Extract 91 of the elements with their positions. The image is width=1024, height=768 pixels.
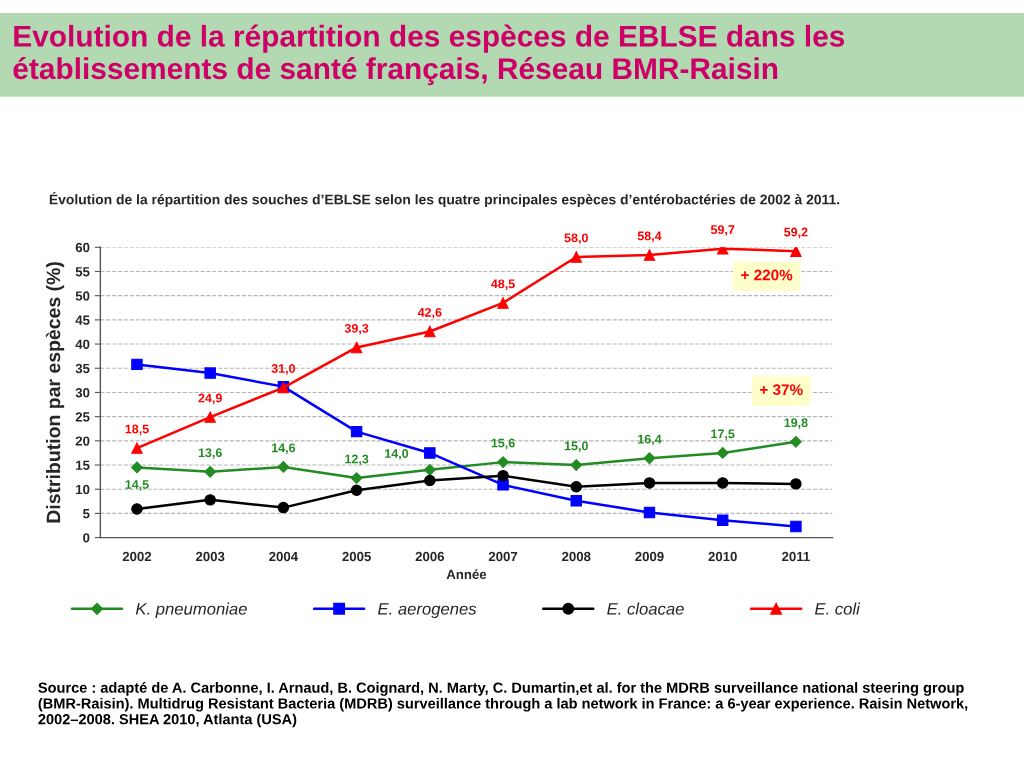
point (497, 456, 509, 469)
y-tick-label: 15 (76, 460, 90, 470)
data-label: 13,6 (198, 448, 222, 459)
point (350, 472, 363, 485)
data-label: 59,2 (784, 227, 808, 239)
data-label: 14,0 (385, 449, 409, 460)
x-tick-label: 2004 (269, 551, 298, 562)
y-tick-label: 20 (75, 436, 90, 446)
data-label: 14,5 (125, 480, 149, 491)
data-label: 48,5 (491, 279, 515, 291)
data-label: 14,6 (272, 443, 296, 455)
chart-subtitle: Évolution de la répartition des souches d’EBLSE selon les quatre principales espèces d’entérobactéries de 2002 à 2011. (49, 191, 840, 208)
point (643, 506, 656, 519)
point (350, 425, 363, 438)
point (424, 474, 436, 487)
y-tick-label: 5 (83, 509, 90, 519)
point (643, 477, 656, 489)
y-tick-label: 45 (75, 315, 90, 325)
legend-label: K. pneumoniae (135, 602, 247, 619)
data-label: 17,5 (711, 429, 735, 441)
point (716, 514, 729, 526)
point (716, 447, 729, 459)
data-label: 24,9 (198, 393, 222, 405)
data-label: 18,5 (125, 424, 149, 436)
x-tick-label: 2007 (488, 551, 518, 562)
point (643, 249, 656, 261)
y-tick-label: 10 (76, 484, 90, 495)
point (497, 297, 509, 309)
x-axis-title: Année (446, 569, 487, 580)
point (790, 520, 802, 533)
y-tick-label: 40 (75, 339, 90, 349)
point (497, 469, 509, 482)
data-label: 39,3 (344, 323, 369, 335)
x-tick-label: 2006 (415, 551, 445, 562)
point (570, 251, 582, 263)
data-label: 58,4 (637, 231, 662, 243)
point (790, 247, 802, 257)
x-tick-label: 2011 (782, 551, 810, 562)
point (131, 461, 143, 474)
point (204, 367, 216, 379)
y-axis-title: Distribution par espèces (%) (45, 262, 65, 523)
data-label: 16,4 (638, 434, 662, 446)
x-tick-label: 2009 (635, 551, 664, 562)
legend-label: E. coli (814, 602, 861, 615)
point (790, 478, 802, 490)
point (424, 325, 436, 338)
point (131, 358, 143, 371)
data-label: 42,6 (417, 307, 442, 319)
x-tick-label: 2002 (122, 551, 152, 562)
legend-label: E. aerogenes (377, 603, 477, 619)
data-label: 31,0 (271, 364, 296, 375)
y-tick-label: 25 (75, 412, 90, 422)
x-tick-label: 2005 (342, 551, 371, 562)
point (570, 495, 582, 507)
point (131, 503, 143, 515)
point (424, 447, 436, 459)
y-tick-label: 30 (75, 388, 90, 398)
y-tick-label: 0 (83, 533, 90, 543)
y-tick-label: 50 (75, 291, 90, 301)
legend-label: E. cloacae (607, 602, 684, 615)
y-tick-label: 60 (75, 242, 90, 253)
data-label: 12,3 (345, 454, 369, 466)
point (350, 341, 363, 354)
y-tick-label: 55 (75, 267, 90, 277)
point (204, 494, 216, 506)
annotation: + 220% (741, 269, 793, 281)
y-tick-label: 35 (75, 363, 90, 374)
point (789, 435, 802, 448)
point (131, 442, 143, 454)
data-label: 19,8 (784, 418, 808, 429)
point (423, 463, 436, 476)
point (204, 465, 217, 478)
annotation: + 37% (760, 384, 803, 396)
x-tick-label: 2003 (195, 551, 225, 562)
data-label: 59,7 (710, 225, 735, 236)
point (716, 477, 729, 489)
point (643, 452, 656, 465)
data-label: 58,0 (564, 233, 588, 245)
x-tick-label: 2010 (708, 551, 737, 562)
data-label: 15,0 (564, 441, 588, 453)
source-note: Source : adapté de A. Carbonne, I. Arnaud, B. Coignard, N. Marty, C. Dumartin,et al. for the MDRB surveillance national steering group (BMR-Raisin). Multidrug Resistant Bacteria (MDRB) surveillance through a lab network in France: a 6-year experience. Raisin Network, 2002–2008. SHEA 2010, Atlanta (USA) (38, 681, 968, 728)
point (204, 411, 216, 423)
point (497, 479, 509, 491)
point (570, 459, 583, 471)
x-tick-label: 2008 (562, 551, 591, 562)
point (277, 501, 290, 514)
chart-title: Evolution de la répartition des espèces de EBLSE dans les établissements de santé français, Réseau BMR-Raisin (13, 24, 845, 86)
data-label: 15,6 (491, 438, 515, 450)
point (570, 481, 582, 493)
point (350, 484, 363, 496)
point (277, 461, 290, 473)
